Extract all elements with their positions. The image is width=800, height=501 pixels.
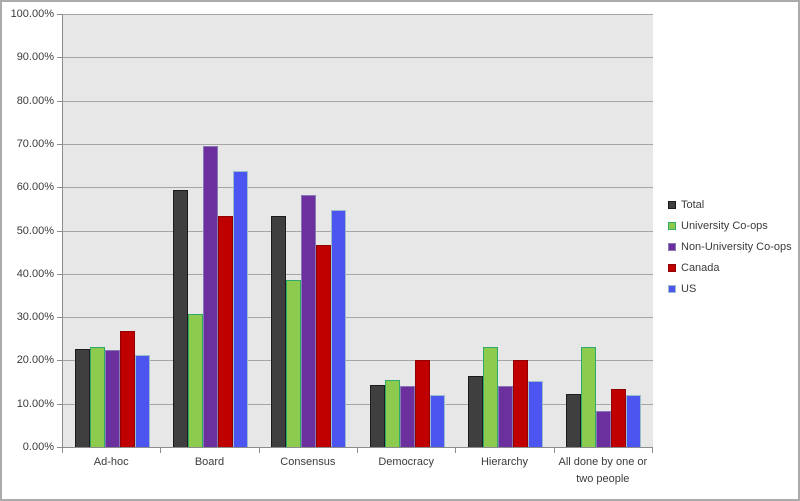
gridline — [63, 100, 653, 102]
x-tick-mark — [357, 448, 358, 453]
bar-total — [173, 190, 188, 447]
y-tick-mark — [57, 447, 62, 448]
bar-non-university-co-ops — [301, 195, 317, 447]
bar-university-co-ops — [581, 347, 597, 447]
legend-swatch — [668, 285, 676, 293]
x-tick-mark — [652, 448, 653, 453]
legend: Total University Co-ops Non-University Co-… — [668, 199, 792, 295]
gridline — [63, 317, 653, 319]
bar-us — [233, 171, 248, 447]
y-tick-label: 50.00% — [16, 224, 54, 237]
x-tick-mark — [62, 448, 63, 453]
bar-canada — [513, 360, 528, 447]
category-label: Ad-hoc — [93, 456, 129, 468]
y-tick-mark — [57, 143, 62, 145]
bar-us — [528, 381, 543, 447]
y-tick-mark — [57, 230, 62, 232]
bar-canada — [611, 389, 627, 447]
plot-area — [62, 14, 653, 448]
y-tick-label: 100.00% — [10, 8, 54, 20]
gridline — [63, 187, 653, 189]
bar-total — [369, 385, 385, 447]
gridline — [63, 360, 653, 362]
x-tick-mark — [258, 448, 260, 453]
y-tick-mark — [57, 57, 62, 59]
bar-total — [468, 376, 483, 447]
bar-us — [626, 395, 642, 447]
category-label: All done by one or two people — [558, 456, 648, 485]
bar-total — [271, 216, 287, 447]
bar-us — [134, 355, 150, 447]
gridline — [63, 143, 653, 145]
y-tick-label: 80.00% — [16, 94, 54, 107]
y-tick-label: 0.00% — [22, 441, 54, 453]
bar-university-co-ops — [483, 347, 498, 447]
y-tick-label: 90.00% — [16, 51, 54, 64]
gridline — [63, 57, 653, 59]
bar-total — [566, 394, 582, 447]
legend-item: Canada — [668, 262, 792, 274]
y-tick-mark — [57, 100, 62, 102]
bar-canada — [218, 216, 233, 447]
y-tick-mark — [57, 273, 62, 275]
bar-non-university-co-ops — [399, 386, 415, 447]
legend-label: Canada — [681, 262, 720, 274]
legend-item: Non-University Co-ops — [668, 241, 792, 253]
y-tick-label: 40.00% — [16, 267, 54, 280]
bar-canada — [119, 331, 135, 447]
legend-item: Total — [668, 199, 792, 211]
bar-non-university-co-ops — [203, 146, 218, 447]
y-tick-label: 20.00% — [16, 354, 54, 367]
legend-swatch — [668, 201, 676, 209]
legend-swatch — [668, 243, 676, 251]
gridline — [63, 273, 653, 275]
y-tick-mark — [57, 317, 62, 319]
bar-us — [331, 210, 347, 447]
legend-swatch — [668, 222, 676, 230]
legend-label: Non-University Co-ops — [681, 241, 792, 253]
legend-label: US — [681, 283, 697, 295]
legend-item: University Co-ops — [668, 220, 792, 232]
gridline — [63, 14, 653, 15]
y-tick-mark — [57, 14, 62, 15]
y-tick-label: 10.00% — [16, 397, 54, 410]
bar-non-university-co-ops — [498, 386, 513, 447]
bar-non-university-co-ops — [104, 350, 120, 447]
legend-label: University Co-ops — [681, 220, 768, 232]
category-label: Hierarchy — [480, 456, 529, 468]
y-tick-label: 70.00% — [16, 137, 54, 150]
bar-canada — [414, 360, 430, 447]
x-tick-mark — [455, 448, 457, 453]
bar-canada — [316, 245, 332, 447]
gridline — [63, 230, 653, 232]
legend-swatch — [668, 264, 676, 272]
bar-university-co-ops — [188, 314, 203, 447]
bar-university-co-ops — [286, 280, 302, 447]
category-label: Consensus — [280, 456, 336, 468]
category-label: Democracy — [378, 456, 434, 468]
gridline — [63, 403, 653, 405]
x-tick-mark — [160, 448, 162, 453]
y-tick-mark — [57, 403, 62, 405]
bar-total — [74, 349, 90, 447]
y-tick-mark — [57, 360, 62, 362]
bar-university-co-ops — [384, 380, 400, 447]
category-label: Board — [194, 456, 225, 468]
y-tick-label: 60.00% — [16, 181, 54, 194]
y-tick-label: 30.00% — [16, 311, 54, 324]
legend-item: US — [668, 283, 792, 295]
bar-university-co-ops — [89, 347, 105, 447]
y-tick-mark — [57, 187, 62, 189]
legend-label: Total — [681, 199, 705, 211]
bar-us — [429, 395, 445, 447]
bar-non-university-co-ops — [596, 411, 612, 447]
x-tick-mark — [553, 448, 555, 453]
